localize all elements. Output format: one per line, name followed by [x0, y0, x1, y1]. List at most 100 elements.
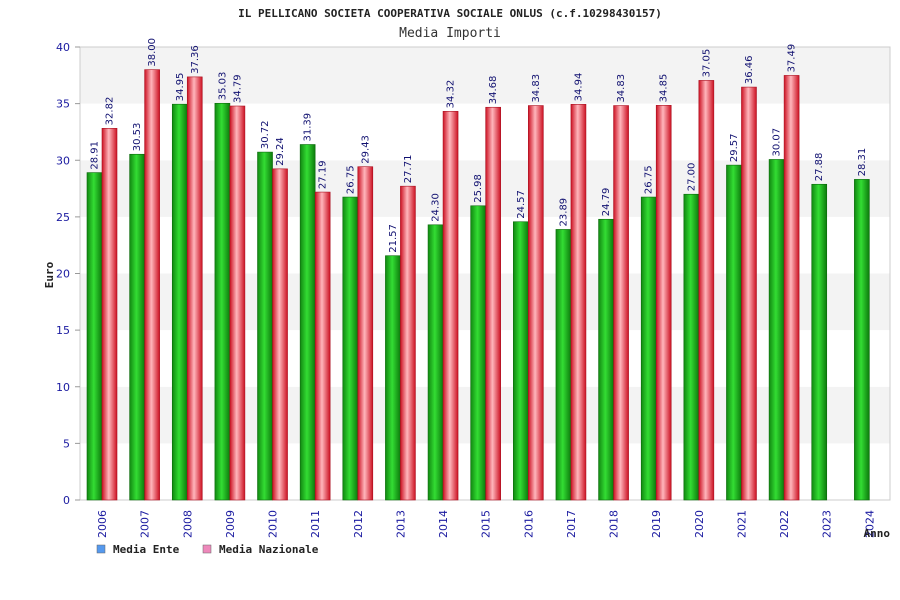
bar-media-ente [640, 196, 657, 501]
data-label: 28.31 [857, 148, 868, 177]
data-label: 25.98 [473, 174, 484, 203]
data-label: 34.79 [232, 74, 243, 103]
data-label: 34.94 [573, 73, 584, 102]
data-label: 35.03 [217, 72, 228, 101]
x-tick-label: 2020 [693, 510, 706, 538]
x-tick-label: 2016 [522, 510, 535, 538]
bar-media-nazionale [229, 105, 246, 501]
bar-media-nazionale [186, 76, 203, 501]
x-tick-label: 2023 [821, 510, 834, 538]
y-axis-ticks: 0 5 10 15 20 25 30 35 40 [56, 41, 80, 507]
bar-media-nazionale [485, 106, 501, 501]
x-tick-label: 2014 [437, 510, 450, 538]
x-tick-label: 2012 [352, 510, 365, 538]
chart-subtitle: Media Importi [399, 26, 501, 41]
data-label: 24.30 [431, 193, 442, 222]
data-label: 26.75 [345, 165, 356, 194]
x-tick-label: 2019 [650, 510, 663, 538]
x-tick-label: 2018 [608, 510, 621, 538]
x-tick-label: 2017 [565, 510, 578, 538]
bar-media-ente [86, 172, 103, 501]
bar-media-ente [257, 151, 273, 501]
y-tick-label: 40 [56, 41, 70, 54]
data-label: 27.00 [686, 163, 697, 192]
data-label: 27.88 [814, 153, 825, 182]
legend-swatch-media-ente [96, 544, 106, 554]
bar-media-nazionale [613, 105, 629, 501]
data-label: 28.91 [90, 141, 101, 170]
x-tick-label: 2013 [394, 510, 407, 538]
bar-media-ente [427, 224, 444, 501]
legend: Media Ente Media Nazionale [96, 543, 319, 556]
bar-media-nazionale [357, 166, 374, 501]
chart-title: IL PELLICANO SOCIETA COOPERATIVA SOCIALE… [238, 7, 662, 20]
bar-media-ente [214, 102, 231, 501]
y-tick-label: 25 [56, 211, 70, 224]
data-label: 34.83 [616, 74, 627, 103]
bar-media-nazionale [741, 86, 757, 501]
data-label: 29.57 [729, 133, 740, 162]
data-label: 29.43 [360, 135, 371, 164]
bar-media-nazionale [101, 128, 118, 501]
data-label: 30.53 [132, 123, 143, 152]
bar-media-ente [683, 193, 700, 501]
x-tick-label: 2006 [96, 510, 109, 538]
bars-group: 28.91 32.82 30.53 38.00 34.95 37.36 35.03 34.79… [86, 38, 870, 501]
bar-media-nazionale [655, 105, 672, 501]
bar-media-ente [342, 196, 359, 501]
bar-media-nazionale [570, 104, 587, 501]
data-label: 27.71 [403, 155, 414, 184]
bar-media-nazionale [698, 80, 715, 501]
bar-media-ente [385, 255, 401, 501]
bar-media-ente [171, 103, 188, 501]
data-label: 32.82 [105, 97, 116, 126]
data-label: 30.07 [772, 128, 783, 157]
bar-media-nazionale [442, 111, 459, 501]
bar-media-ente [768, 159, 785, 501]
bar-media-nazionale [144, 69, 160, 501]
legend-swatch-media-nazionale [202, 544, 212, 554]
x-tick-label: 2022 [778, 510, 791, 538]
bar-media-ente [811, 183, 828, 501]
data-label: 37.36 [190, 45, 201, 74]
x-axis-ticks: 2006 2007 2008 2009 2010 2011 2012 2013 2014 2015… [96, 510, 876, 538]
bar-media-ente [513, 221, 529, 501]
data-label: 21.57 [388, 224, 399, 253]
x-tick-label: 2015 [480, 510, 493, 538]
x-tick-label: 2021 [735, 510, 748, 538]
legend-label-media-ente: Media Ente [113, 543, 180, 556]
data-label: 26.75 [644, 165, 655, 194]
data-label: 30.72 [260, 120, 271, 149]
bar-media-nazionale [272, 168, 288, 501]
data-label: 38.00 [147, 38, 158, 67]
y-tick-label: 0 [63, 494, 70, 507]
x-tick-label: 2007 [139, 510, 152, 538]
x-tick-label: 2024 [863, 510, 876, 538]
data-label: 36.46 [744, 55, 755, 84]
x-tick-label: 2011 [309, 510, 322, 538]
bar-media-nazionale [314, 191, 331, 501]
data-label: 23.89 [558, 198, 569, 227]
x-tick-label: 2010 [267, 510, 280, 538]
bar-media-ente [555, 229, 572, 501]
data-label: 37.49 [787, 44, 798, 73]
data-label: 34.68 [488, 76, 499, 105]
data-label: 34.95 [175, 73, 186, 102]
bar-media-ente [129, 153, 145, 501]
bar-media-nazionale [400, 185, 416, 501]
bar-media-ente [854, 179, 870, 501]
bar-media-ente [299, 144, 316, 501]
y-tick-label: 35 [56, 98, 70, 111]
bar-media-ente [598, 218, 614, 501]
y-tick-label: 30 [56, 154, 70, 167]
bar-media-nazionale [528, 105, 544, 501]
x-axis-label: Anno [864, 527, 891, 540]
data-label: 34.85 [659, 74, 670, 103]
data-label: 29.24 [275, 137, 286, 166]
y-tick-label: 10 [56, 381, 70, 394]
bar-media-ente [470, 205, 486, 501]
x-tick-label: 2009 [224, 510, 237, 538]
bar-media-nazionale [783, 75, 800, 501]
y-axis-label: Euro [43, 261, 56, 288]
